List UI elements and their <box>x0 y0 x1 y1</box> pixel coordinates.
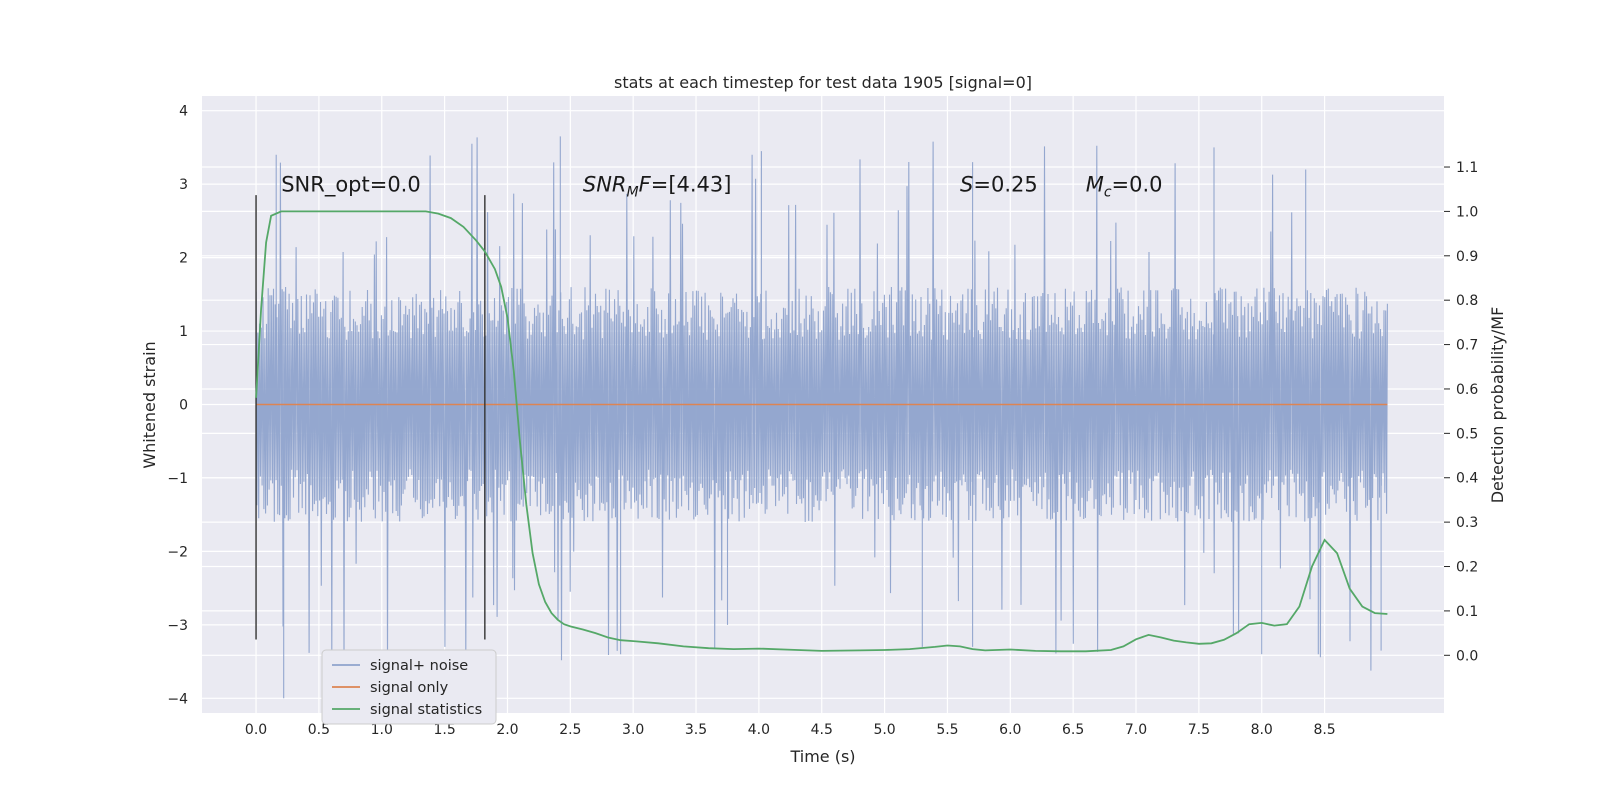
x-tick-label: 8.0 <box>1251 722 1273 738</box>
x-tick-label: 7.5 <box>1188 722 1210 738</box>
annotations: SNR_opt=0.0 SNRMF=[4.43] S=0.25 Mc=0.0 <box>281 172 1162 200</box>
y2-tick-label: 0.2 <box>1456 560 1478 576</box>
y2-tick-label: 0.9 <box>1456 249 1478 265</box>
legend-box <box>321 649 497 725</box>
legend-label: signal+ noise <box>370 658 468 674</box>
y2-tick-labels: 0.0 0.1 0.2 0.3 0.4 0.5 0.6 0.7 0.8 0.9 1.0 1.1 <box>1444 160 1478 664</box>
y-tick-label: 0 <box>179 398 188 414</box>
x-tick-labels: 0.0 0.5 1.0 1.5 2.0 2.5 3.0 3.5 4.0 4.5 5.0 5.5 6.0 6… <box>245 722 1336 738</box>
signal-noise-line <box>255 136 1388 699</box>
y2-tick-label: 0.0 <box>1456 648 1478 664</box>
y-tick-label: 4 <box>179 104 188 120</box>
y2-tick-label: 0.7 <box>1456 338 1478 354</box>
x-tick-label: 8.5 <box>1313 722 1335 738</box>
y2-tick-label: 1.0 <box>1456 204 1478 220</box>
x-tick-label: 0.5 <box>308 722 330 738</box>
x-tick-label: 4.5 <box>811 722 833 738</box>
y-tick-label: −1 <box>167 471 188 487</box>
y2-tick-label: 0.8 <box>1456 293 1478 309</box>
annotation-snr-mf: SNRMF=[4.43] <box>583 172 732 200</box>
y-tick-label: −2 <box>167 544 188 560</box>
annotation-snr-opt: SNR_opt=0.0 <box>281 172 421 197</box>
x-tick-label: 5.0 <box>873 722 895 738</box>
vline-layer <box>255 195 486 640</box>
y2-tick-label: 0.5 <box>1456 426 1478 442</box>
x-tick-label: 3.5 <box>685 722 707 738</box>
x-axis-label: Time (s) <box>789 747 855 766</box>
y2-tick-label: 0.3 <box>1456 515 1478 531</box>
y-tick-label: 3 <box>179 177 188 193</box>
noise-series-layer <box>255 136 1388 699</box>
y2-tick-label: 1.1 <box>1456 160 1478 176</box>
y-tick-labels: −4 −3 −2 −1 0 1 2 3 4 <box>167 104 188 708</box>
annotation-mc-value: Mc=0.0 <box>1086 172 1163 200</box>
y-tick-label: −3 <box>167 618 188 634</box>
y-tick-label: 1 <box>179 324 188 340</box>
legend: signal+ noise signal only signal statistic… <box>321 649 497 725</box>
legend-label: signal statistics <box>370 702 482 718</box>
x-tick-label: 1.0 <box>371 722 393 738</box>
y-axis-label: Whitened strain <box>140 341 159 468</box>
y2-tick-label: 0.4 <box>1456 471 1478 487</box>
y-tick-label: 2 <box>179 251 188 267</box>
legend-label: signal only <box>370 680 449 696</box>
y2-axis-label: Detection probability/MF <box>1488 307 1507 504</box>
x-tick-label: 6.0 <box>999 722 1021 738</box>
annotation-s-value: S=0.25 <box>960 172 1038 196</box>
x-tick-label: 5.5 <box>936 722 958 738</box>
x-tick-label: 7.0 <box>1125 722 1147 738</box>
x-tick-label: 3.0 <box>622 722 644 738</box>
x-tick-label: 0.0 <box>245 722 267 738</box>
chart-title: stats at each timestep for test data 190… <box>614 73 1032 92</box>
x-tick-label: 4.0 <box>748 722 770 738</box>
y2-tick-label: 0.1 <box>1456 604 1478 620</box>
x-tick-label: 2.5 <box>559 722 581 738</box>
x-tick-label: 6.5 <box>1062 722 1084 738</box>
x-tick-label: 1.5 <box>433 722 455 738</box>
y-tick-label: −4 <box>167 691 188 707</box>
y2-tick-label: 0.6 <box>1456 382 1478 398</box>
signal-statistics-line <box>255 210 1388 653</box>
x-tick-label: 2.0 <box>496 722 518 738</box>
